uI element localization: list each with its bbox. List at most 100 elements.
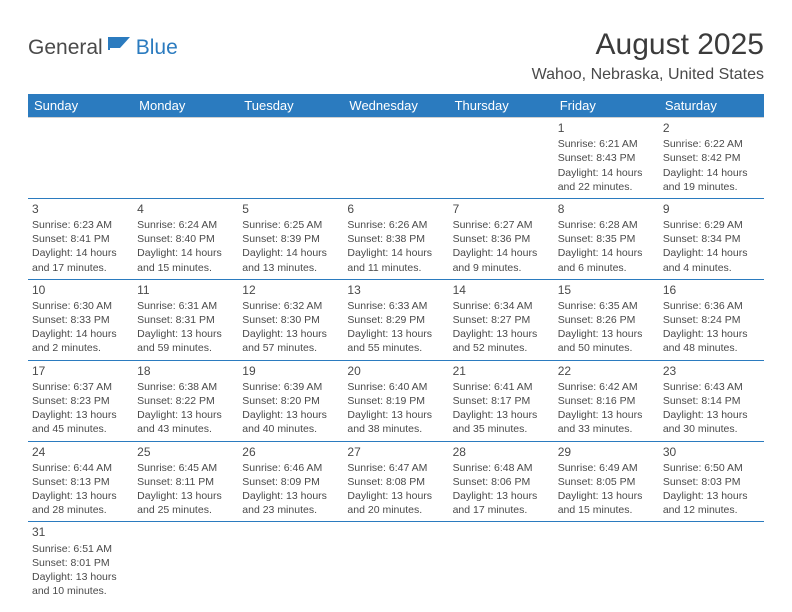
- weekday-header: Saturday: [659, 94, 764, 118]
- sunrise-line: Sunrise: 6:45 AM: [137, 461, 234, 475]
- sunset-line: Sunset: 8:33 PM: [32, 313, 129, 327]
- calendar-cell: 8Sunrise: 6:28 AMSunset: 8:35 PMDaylight…: [554, 198, 659, 279]
- weekday-header: Thursday: [449, 94, 554, 118]
- weekday-header: Friday: [554, 94, 659, 118]
- calendar-row: 31Sunrise: 6:51 AMSunset: 8:01 PMDayligh…: [28, 522, 764, 602]
- day-number: 30: [663, 444, 760, 460]
- daylight-line: Daylight: 13 hours and 50 minutes.: [558, 327, 655, 355]
- sunrise-line: Sunrise: 6:46 AM: [242, 461, 339, 475]
- sunset-line: Sunset: 8:09 PM: [242, 475, 339, 489]
- sunset-line: Sunset: 8:35 PM: [558, 232, 655, 246]
- sunrise-line: Sunrise: 6:36 AM: [663, 299, 760, 313]
- daylight-line: Daylight: 14 hours and 17 minutes.: [32, 246, 129, 274]
- daylight-line: Daylight: 13 hours and 15 minutes.: [558, 489, 655, 517]
- day-number: 12: [242, 282, 339, 298]
- sunrise-line: Sunrise: 6:26 AM: [347, 218, 444, 232]
- day-number: 17: [32, 363, 129, 379]
- weekday-header: Tuesday: [238, 94, 343, 118]
- title-block: August 2025 Wahoo, Nebraska, United Stat…: [532, 28, 764, 84]
- calendar-cell: [343, 118, 448, 199]
- logo-text-general: General: [28, 36, 103, 60]
- sunrise-line: Sunrise: 6:24 AM: [137, 218, 234, 232]
- day-number: 26: [242, 444, 339, 460]
- sunset-line: Sunset: 8:06 PM: [453, 475, 550, 489]
- calendar-cell: 16Sunrise: 6:36 AMSunset: 8:24 PMDayligh…: [659, 279, 764, 360]
- page-header: General Blue August 2025 Wahoo, Nebraska…: [28, 28, 764, 84]
- daylight-line: Daylight: 14 hours and 19 minutes.: [663, 166, 760, 194]
- sunset-line: Sunset: 8:22 PM: [137, 394, 234, 408]
- sunrise-line: Sunrise: 6:43 AM: [663, 380, 760, 394]
- calendar-cell: 4Sunrise: 6:24 AMSunset: 8:40 PMDaylight…: [133, 198, 238, 279]
- calendar-cell: 22Sunrise: 6:42 AMSunset: 8:16 PMDayligh…: [554, 360, 659, 441]
- day-number: 28: [453, 444, 550, 460]
- weekday-header-row: SundayMondayTuesdayWednesdayThursdayFrid…: [28, 94, 764, 118]
- sunrise-line: Sunrise: 6:44 AM: [32, 461, 129, 475]
- calendar-cell: 17Sunrise: 6:37 AMSunset: 8:23 PMDayligh…: [28, 360, 133, 441]
- daylight-line: Daylight: 14 hours and 15 minutes.: [137, 246, 234, 274]
- sunset-line: Sunset: 8:29 PM: [347, 313, 444, 327]
- logo: General Blue: [28, 34, 178, 61]
- sunset-line: Sunset: 8:05 PM: [558, 475, 655, 489]
- sunrise-line: Sunrise: 6:25 AM: [242, 218, 339, 232]
- daylight-line: Daylight: 13 hours and 30 minutes.: [663, 408, 760, 436]
- daylight-line: Daylight: 14 hours and 4 minutes.: [663, 246, 760, 274]
- day-number: 18: [137, 363, 234, 379]
- sunset-line: Sunset: 8:40 PM: [137, 232, 234, 246]
- calendar-cell: 30Sunrise: 6:50 AMSunset: 8:03 PMDayligh…: [659, 441, 764, 522]
- sunrise-line: Sunrise: 6:35 AM: [558, 299, 655, 313]
- calendar-cell: [28, 118, 133, 199]
- sunset-line: Sunset: 8:23 PM: [32, 394, 129, 408]
- calendar-cell: [449, 522, 554, 602]
- sunset-line: Sunset: 8:42 PM: [663, 151, 760, 165]
- calendar-row: 10Sunrise: 6:30 AMSunset: 8:33 PMDayligh…: [28, 279, 764, 360]
- sunrise-line: Sunrise: 6:50 AM: [663, 461, 760, 475]
- calendar-cell: 12Sunrise: 6:32 AMSunset: 8:30 PMDayligh…: [238, 279, 343, 360]
- sunset-line: Sunset: 8:31 PM: [137, 313, 234, 327]
- sunset-line: Sunset: 8:39 PM: [242, 232, 339, 246]
- sunset-line: Sunset: 8:27 PM: [453, 313, 550, 327]
- sunrise-line: Sunrise: 6:41 AM: [453, 380, 550, 394]
- daylight-line: Daylight: 13 hours and 25 minutes.: [137, 489, 234, 517]
- sunset-line: Sunset: 8:34 PM: [663, 232, 760, 246]
- calendar-cell: 28Sunrise: 6:48 AMSunset: 8:06 PMDayligh…: [449, 441, 554, 522]
- sunset-line: Sunset: 8:41 PM: [32, 232, 129, 246]
- calendar-cell: 27Sunrise: 6:47 AMSunset: 8:08 PMDayligh…: [343, 441, 448, 522]
- day-number: 27: [347, 444, 444, 460]
- calendar-row: 1Sunrise: 6:21 AMSunset: 8:43 PMDaylight…: [28, 118, 764, 199]
- calendar-cell: 7Sunrise: 6:27 AMSunset: 8:36 PMDaylight…: [449, 198, 554, 279]
- calendar-cell: 3Sunrise: 6:23 AMSunset: 8:41 PMDaylight…: [28, 198, 133, 279]
- calendar-cell: [449, 118, 554, 199]
- calendar-cell: 9Sunrise: 6:29 AMSunset: 8:34 PMDaylight…: [659, 198, 764, 279]
- sunset-line: Sunset: 8:08 PM: [347, 475, 444, 489]
- calendar-cell: 14Sunrise: 6:34 AMSunset: 8:27 PMDayligh…: [449, 279, 554, 360]
- sunrise-line: Sunrise: 6:39 AM: [242, 380, 339, 394]
- sunrise-line: Sunrise: 6:47 AM: [347, 461, 444, 475]
- calendar-table: SundayMondayTuesdayWednesdayThursdayFrid…: [28, 94, 764, 602]
- calendar-cell: 23Sunrise: 6:43 AMSunset: 8:14 PMDayligh…: [659, 360, 764, 441]
- calendar-cell: 11Sunrise: 6:31 AMSunset: 8:31 PMDayligh…: [133, 279, 238, 360]
- calendar-cell: 29Sunrise: 6:49 AMSunset: 8:05 PMDayligh…: [554, 441, 659, 522]
- sunrise-line: Sunrise: 6:42 AM: [558, 380, 655, 394]
- sunset-line: Sunset: 8:30 PM: [242, 313, 339, 327]
- calendar-cell: 19Sunrise: 6:39 AMSunset: 8:20 PMDayligh…: [238, 360, 343, 441]
- month-title: August 2025: [532, 28, 764, 62]
- sunset-line: Sunset: 8:24 PM: [663, 313, 760, 327]
- weekday-header: Monday: [133, 94, 238, 118]
- daylight-line: Daylight: 13 hours and 28 minutes.: [32, 489, 129, 517]
- sunrise-line: Sunrise: 6:27 AM: [453, 218, 550, 232]
- sunset-line: Sunset: 8:17 PM: [453, 394, 550, 408]
- daylight-line: Daylight: 13 hours and 48 minutes.: [663, 327, 760, 355]
- daylight-line: Daylight: 13 hours and 40 minutes.: [242, 408, 339, 436]
- day-number: 11: [137, 282, 234, 298]
- daylight-line: Daylight: 13 hours and 43 minutes.: [137, 408, 234, 436]
- day-number: 15: [558, 282, 655, 298]
- daylight-line: Daylight: 13 hours and 33 minutes.: [558, 408, 655, 436]
- calendar-row: 17Sunrise: 6:37 AMSunset: 8:23 PMDayligh…: [28, 360, 764, 441]
- sunrise-line: Sunrise: 6:30 AM: [32, 299, 129, 313]
- calendar-cell: 13Sunrise: 6:33 AMSunset: 8:29 PMDayligh…: [343, 279, 448, 360]
- day-number: 24: [32, 444, 129, 460]
- sunset-line: Sunset: 8:03 PM: [663, 475, 760, 489]
- logo-text-blue: Blue: [136, 36, 178, 60]
- day-number: 22: [558, 363, 655, 379]
- day-number: 2: [663, 120, 760, 136]
